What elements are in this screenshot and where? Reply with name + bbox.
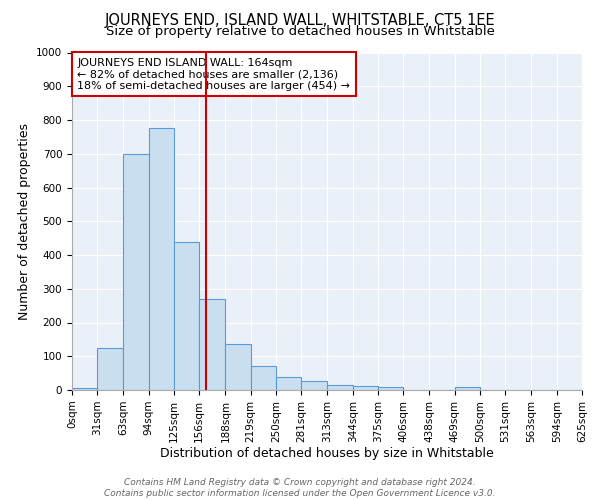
- Bar: [353, 386, 378, 390]
- Bar: [174, 242, 199, 390]
- Bar: [276, 376, 301, 390]
- Y-axis label: Number of detached properties: Number of detached properties: [17, 122, 31, 320]
- Bar: [72, 388, 97, 390]
- Text: JOURNEYS END ISLAND WALL: 164sqm
← 82% of detached houses are smaller (2,136)
18: JOURNEYS END ISLAND WALL: 164sqm ← 82% o…: [77, 58, 350, 91]
- Bar: [378, 388, 403, 390]
- X-axis label: Distribution of detached houses by size in Whitstable: Distribution of detached houses by size …: [160, 448, 494, 460]
- Bar: [251, 366, 276, 390]
- Bar: [97, 348, 124, 390]
- Bar: [455, 386, 480, 390]
- Bar: [226, 344, 251, 390]
- Bar: [328, 385, 353, 390]
- Text: Size of property relative to detached houses in Whitstable: Size of property relative to detached ho…: [106, 25, 494, 38]
- Bar: [149, 128, 174, 390]
- Bar: [199, 299, 226, 390]
- Bar: [124, 154, 149, 390]
- Bar: [301, 380, 328, 390]
- Text: Contains HM Land Registry data © Crown copyright and database right 2024.
Contai: Contains HM Land Registry data © Crown c…: [104, 478, 496, 498]
- Text: JOURNEYS END, ISLAND WALL, WHITSTABLE, CT5 1EE: JOURNEYS END, ISLAND WALL, WHITSTABLE, C…: [104, 12, 496, 28]
